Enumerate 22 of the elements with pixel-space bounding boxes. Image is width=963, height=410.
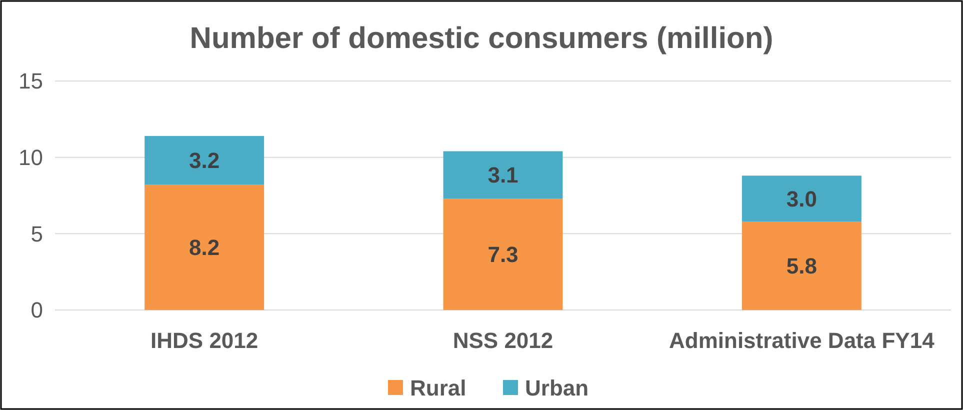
x-tick-label: Administrative Data FY14 bbox=[669, 328, 936, 353]
bar bbox=[144, 184, 264, 310]
y-tick-label: 10 bbox=[18, 145, 43, 170]
data-label: 8.2 bbox=[189, 235, 220, 260]
y-tick-label: 0 bbox=[30, 298, 43, 323]
data-label: 3.1 bbox=[488, 162, 518, 188]
x-tick-label: IHDS 2012 bbox=[150, 328, 258, 353]
data-label: 3.0 bbox=[786, 186, 817, 212]
bar bbox=[443, 151, 563, 199]
bar bbox=[144, 136, 264, 185]
x-tick-label: NSS 2012 bbox=[452, 328, 554, 353]
y-tick-label: 15 bbox=[18, 68, 43, 94]
y-tick-label: 5 bbox=[30, 221, 43, 246]
chart-title: Number of domestic consumers (million) bbox=[190, 22, 774, 55]
data-label: 7.3 bbox=[488, 242, 518, 267]
bar bbox=[443, 198, 563, 310]
legend-label: Rural bbox=[410, 376, 466, 401]
bar bbox=[742, 176, 862, 222]
legend-label: Urban bbox=[525, 376, 589, 401]
data-label: 5.8 bbox=[786, 253, 817, 278]
data-label: 3.2 bbox=[189, 148, 220, 174]
bar bbox=[742, 221, 862, 310]
